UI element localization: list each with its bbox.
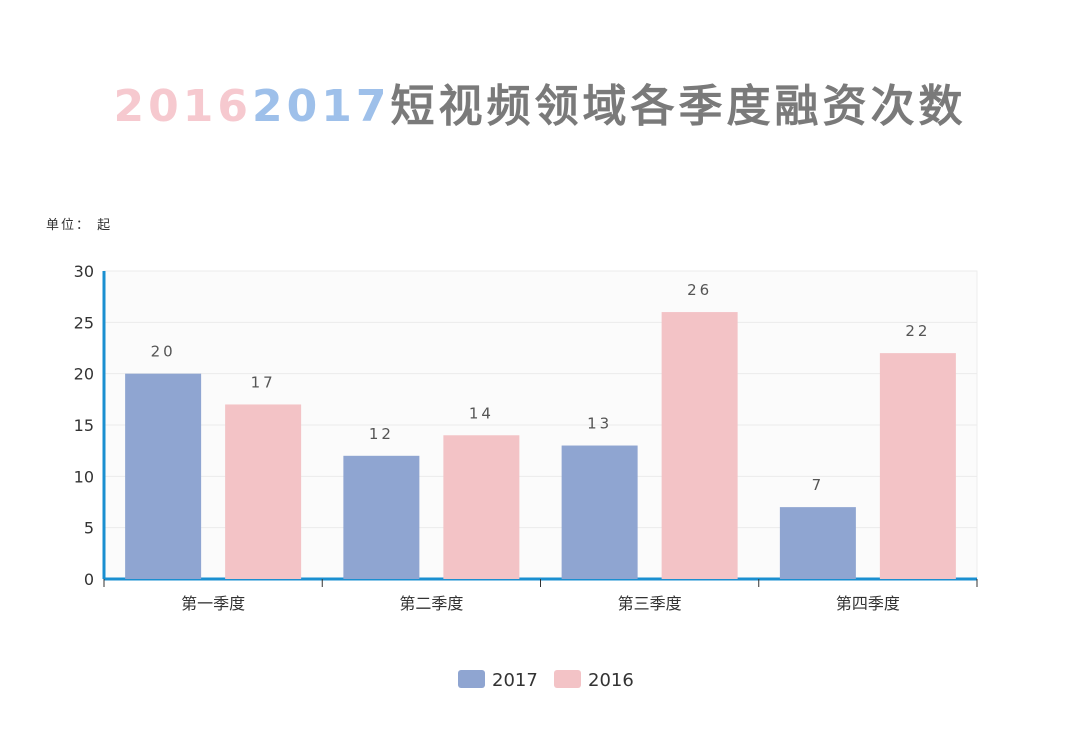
- y-tick-label: 25: [74, 313, 94, 332]
- bar: [443, 435, 520, 579]
- bar: [343, 455, 420, 579]
- x-tick-label: 第一季度: [181, 594, 245, 613]
- y-tick-label: 15: [74, 416, 94, 435]
- title-text: 短视频领域各季度融资次数: [390, 81, 967, 132]
- data-label: 17: [251, 373, 276, 391]
- bar: [561, 445, 638, 579]
- title-2016: 2016: [113, 81, 252, 132]
- bar: [661, 312, 738, 579]
- bar: [879, 353, 956, 579]
- title-2017: 2017: [252, 81, 391, 132]
- data-label: 12: [369, 425, 394, 443]
- data-label: 22: [905, 322, 930, 340]
- data-label: 20: [151, 343, 176, 361]
- y-tick-label: 30: [74, 262, 94, 281]
- bar: [779, 507, 856, 579]
- y-tick-label: 5: [84, 519, 94, 538]
- x-tick-label: 第二季度: [399, 594, 463, 613]
- legend-swatch: [554, 670, 581, 688]
- data-label: 7: [812, 476, 825, 494]
- bar: [125, 373, 202, 579]
- y-tick-label: 10: [74, 467, 94, 486]
- legend-swatch: [458, 670, 485, 688]
- data-label: 13: [587, 415, 612, 433]
- data-label: 26: [687, 281, 712, 299]
- legend-label: 2016: [588, 670, 634, 691]
- chart-title: 20162017短视频领域各季度融资次数: [0, 70, 1080, 134]
- legend-label: 2017: [492, 670, 538, 691]
- data-label: 14: [469, 404, 494, 422]
- bar: [225, 404, 302, 579]
- unit-label: 单位： 起: [46, 218, 113, 233]
- y-tick-label: 20: [74, 365, 94, 384]
- x-tick-label: 第三季度: [618, 594, 682, 613]
- y-tick-label: 0: [84, 570, 94, 589]
- x-tick-label: 第四季度: [836, 594, 900, 613]
